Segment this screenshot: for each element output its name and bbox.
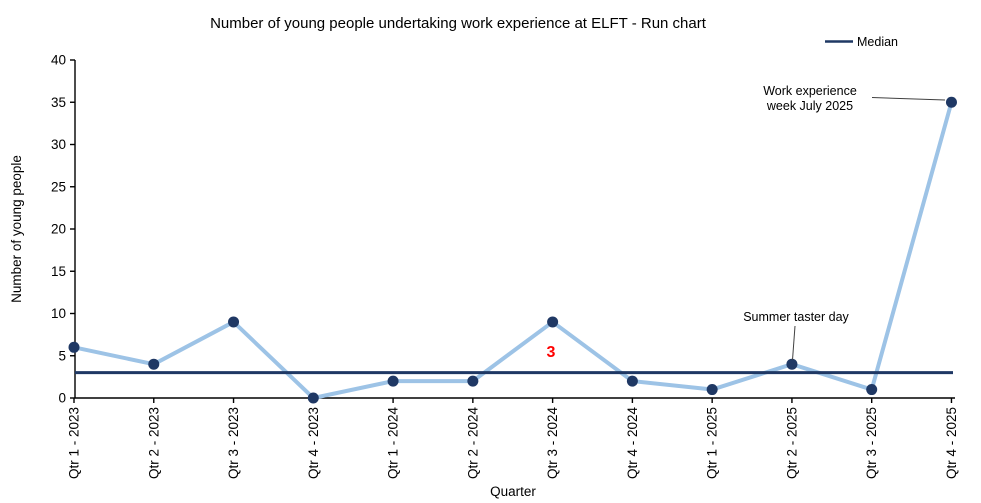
y-tick-label: 25 (51, 179, 66, 194)
data-point (547, 316, 559, 328)
data-point (866, 384, 878, 396)
x-tick-label: Qtr 3 - 2024 (545, 407, 560, 480)
annotation-summer-taster-day: Summer taster day (743, 310, 850, 361)
x-tick-label: Qtr 3 - 2023 (226, 407, 241, 479)
x-tick-label: Qtr 4 - 2025 (944, 407, 959, 479)
data-point (387, 375, 399, 387)
annotation-work-experience-line2: week July 2025 (766, 99, 853, 113)
x-tick-label: Qtr 2 - 2023 (146, 407, 161, 479)
annotation-highlight-3: 3 (547, 344, 556, 361)
data-point (945, 96, 957, 108)
y-tick-label: 35 (51, 95, 66, 110)
y-tick-label: 20 (51, 222, 66, 237)
x-tick-label: Qtr 1 - 2024 (386, 407, 401, 480)
data-point (68, 341, 80, 353)
data-point (148, 358, 160, 370)
data-point (228, 316, 240, 328)
data-point (786, 358, 798, 370)
y-tick-label: 40 (51, 53, 66, 68)
x-tick-label: Qtr 4 - 2023 (306, 407, 321, 479)
x-tick-label: Qtr 2 - 2024 (465, 407, 480, 480)
chart-title: Number of young people undertaking work … (210, 15, 707, 32)
y-axis-title: Number of young people (9, 155, 24, 303)
data-point (626, 375, 638, 387)
annotation-work-experience-week: Work experience week July 2025 (763, 84, 946, 113)
x-tick-label: Qtr 2 - 2025 (784, 407, 799, 479)
annotation-summer-taster-leader-line (792, 325, 796, 361)
data-point (467, 375, 479, 387)
legend-median-label: Median (857, 35, 898, 49)
x-tick-label: Qtr 1 - 2023 (67, 407, 82, 479)
y-tick-label: 30 (51, 137, 66, 152)
legend: Median (825, 35, 898, 49)
y-tick-label: 0 (58, 391, 66, 406)
data-point (307, 392, 319, 404)
annotation-work-experience-line1: Work experience (763, 84, 857, 98)
data-line (72, 100, 954, 400)
y-tick-label: 15 (51, 264, 66, 279)
plot-area: 0 5 10 15 20 25 30 35 40 Qtr 1 - 2023 Qtr 2 - 2023… (51, 53, 959, 480)
annotation-work-experience-leader-line (871, 97, 946, 101)
x-tick-label: Qtr 3 - 2025 (864, 407, 879, 479)
y-tick-label: 5 (58, 348, 66, 363)
x-tick-label: Qtr 4 - 2024 (625, 407, 640, 480)
y-tick-label: 10 (51, 306, 66, 321)
x-tick-label: Qtr 1 - 2025 (705, 407, 720, 479)
data-point (706, 384, 718, 396)
annotation-summer-taster-label: Summer taster day (743, 310, 849, 324)
x-axis-title: Quarter (490, 484, 536, 499)
